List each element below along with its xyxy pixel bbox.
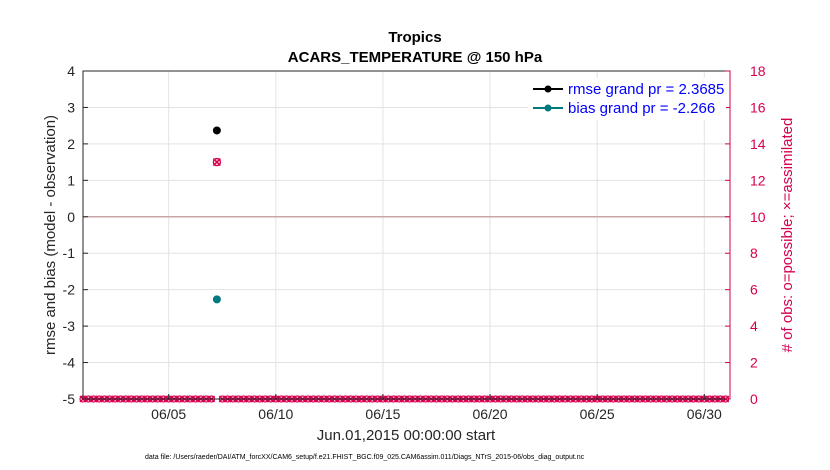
right-tick-label: 0 bbox=[750, 391, 758, 407]
right-tick-label: 16 bbox=[750, 99, 766, 115]
right-tick-label: 12 bbox=[750, 172, 766, 188]
right-tick-label: 18 bbox=[750, 63, 766, 79]
right-tick-label: 10 bbox=[750, 209, 766, 225]
bias-point bbox=[212, 295, 221, 304]
legend-box bbox=[528, 78, 726, 120]
x-tick-label: 06/10 bbox=[258, 406, 293, 422]
legend-bias-label: bias grand pr = -2.266 bbox=[568, 100, 715, 117]
chart-subtitle: ACARS_TEMPERATURE @ 150 hPa bbox=[288, 49, 543, 66]
x-axis-label: Jun.01,2015 00:00:00 start bbox=[317, 427, 496, 444]
data-markers bbox=[212, 126, 222, 304]
grid bbox=[83, 70, 730, 400]
rmse-point bbox=[212, 126, 221, 135]
obs-assimilated-marker bbox=[212, 158, 221, 167]
right-axis-label: # of obs: o=possible; ×=assimilated bbox=[779, 118, 796, 353]
right-tick-label: 6 bbox=[750, 282, 758, 298]
left-axis-label: rmse and bias (model - observation) bbox=[42, 115, 59, 355]
legend-bias-marker bbox=[544, 104, 552, 112]
plot-frame bbox=[82, 70, 731, 400]
right-axis-ticks: 0 2 4 6 8 10 12 14 16 18 bbox=[725, 63, 766, 407]
legend-rmse-label: rmse grand pr = 2.3685 bbox=[568, 81, 724, 98]
left-tick-label: -1 bbox=[63, 245, 76, 261]
x-tick-label: 06/20 bbox=[473, 406, 508, 422]
left-tick-label: 4 bbox=[67, 63, 75, 79]
left-tick-label: -4 bbox=[63, 355, 76, 371]
left-tick-label: -5 bbox=[63, 391, 76, 407]
left-tick-label: 3 bbox=[67, 99, 75, 115]
x-tick-label: 06/30 bbox=[687, 406, 722, 422]
right-tick-label: 8 bbox=[750, 245, 758, 261]
x-tick-label: 06/25 bbox=[580, 406, 615, 422]
left-tick-label: -3 bbox=[63, 318, 76, 334]
left-tick-label: -2 bbox=[63, 282, 76, 298]
x-tick-label: 06/15 bbox=[365, 406, 400, 422]
left-tick-label: 1 bbox=[67, 172, 75, 188]
left-tick-label: 0 bbox=[67, 209, 75, 225]
right-tick-label: 2 bbox=[750, 355, 758, 371]
left-tick-label: 2 bbox=[67, 136, 75, 152]
x-tick-label: 06/05 bbox=[151, 406, 186, 422]
right-tick-label: 14 bbox=[750, 136, 766, 152]
legend: rmse grand pr = 2.3685 bias grand pr = -… bbox=[528, 78, 726, 120]
right-tick-label: 4 bbox=[750, 318, 758, 334]
legend-rmse-marker bbox=[544, 85, 552, 93]
obs-possible-marker bbox=[212, 157, 222, 167]
x-axis-ticks: 06/05 06/10 06/15 06/20 06/25 06/30 bbox=[151, 394, 722, 422]
footnote: data file: /Users/raeder/DAI/ATM_forcXX/… bbox=[145, 454, 585, 461]
left-axis-ticks: -5 -4 -3 -2 -1 0 1 2 3 4 bbox=[63, 63, 88, 407]
chart-title: Tropics bbox=[388, 29, 441, 46]
